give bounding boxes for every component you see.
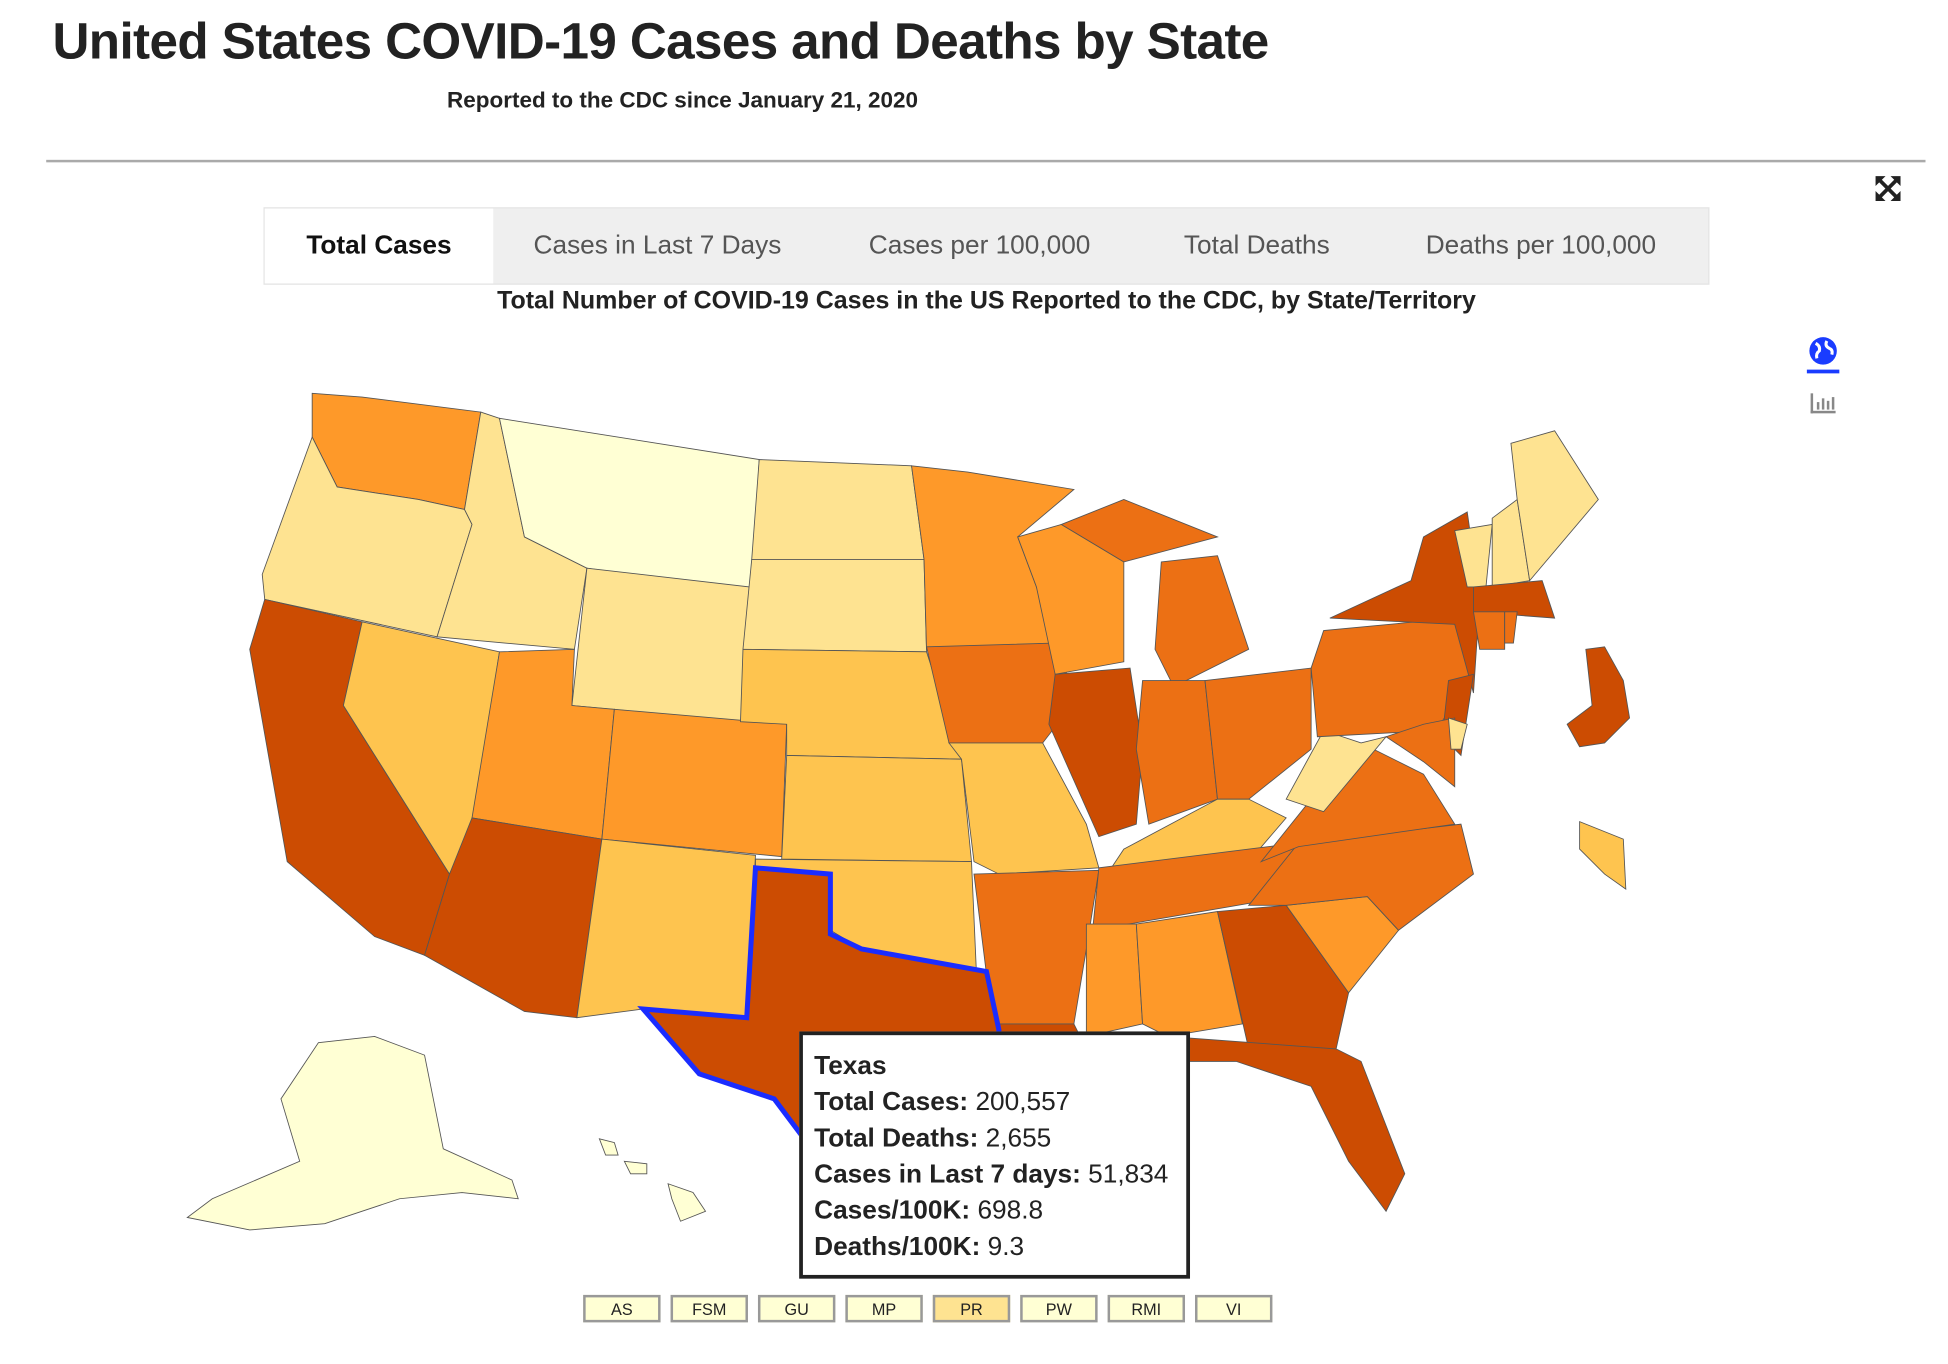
- state-ak[interactable]: [186, 1035, 519, 1231]
- state-sd[interactable]: [742, 558, 927, 653]
- state-nc[interactable]: [1247, 823, 1474, 931]
- state-ga[interactable]: [1216, 904, 1350, 1050]
- state-small-inset[interactable]: [1579, 820, 1627, 890]
- metric-tabs: Total Cases Cases in Last 7 Days Cases p…: [263, 207, 1710, 285]
- state-nm[interactable]: [576, 838, 756, 1019]
- tooltip-state-name: Texas: [814, 1051, 887, 1081]
- state-md[interactable]: [1385, 717, 1456, 788]
- chart-title: Total Number of COVID-19 Cases in the US…: [497, 287, 1476, 315]
- tooltip-label: Total Deaths:: [814, 1123, 979, 1153]
- state-tooltip: Texas Total Cases: 200,557 Total Deaths:…: [799, 1031, 1190, 1279]
- state-mo[interactable]: [948, 742, 1100, 875]
- tab-deaths-per-100k[interactable]: Deaths per 100,000: [1425, 231, 1657, 260]
- tab-cases-last-7-days[interactable]: Cases in Last 7 Days: [533, 231, 782, 260]
- state-oh[interactable]: [1204, 667, 1312, 800]
- state-ct[interactable]: [1472, 611, 1506, 650]
- tooltip-label: Total Cases:: [814, 1087, 969, 1117]
- state-ms[interactable]: [1085, 923, 1144, 1037]
- territory-button-rmi[interactable]: RMI: [1107, 1294, 1186, 1323]
- territory-button-mp[interactable]: MP: [845, 1294, 923, 1323]
- state-al[interactable]: [1135, 911, 1243, 1037]
- state-in[interactable]: [1135, 680, 1218, 825]
- state-co[interactable]: [601, 708, 788, 858]
- globe-icon[interactable]: [1806, 335, 1841, 375]
- state-dc-inset[interactable]: [1566, 646, 1631, 748]
- tooltip-value: 200,557: [975, 1087, 1071, 1117]
- tooltip-value: 2,655: [985, 1123, 1052, 1153]
- state-fl[interactable]: [1166, 1035, 1406, 1213]
- state-ri[interactable]: [1504, 611, 1518, 644]
- tooltip-value: 9.3: [987, 1232, 1025, 1262]
- page-title: United States COVID-19 Cases and Deaths …: [52, 12, 1269, 70]
- state-de[interactable]: [1448, 717, 1468, 750]
- tab-total-cases[interactable]: Total Cases: [264, 208, 494, 284]
- tooltip-label: Cases/100K:: [814, 1196, 971, 1225]
- territory-button-gu[interactable]: GU: [757, 1294, 836, 1323]
- tab-total-deaths[interactable]: Total Deaths: [1183, 231, 1330, 260]
- tooltip-row-cases-per-100k: Cases/100K: 698.8: [814, 1193, 1168, 1229]
- tooltip-label: Deaths/100K:: [814, 1232, 981, 1262]
- tooltip-row-deaths-per-100k: Deaths/100K: 9.3: [814, 1229, 1168, 1265]
- expand-icon[interactable]: [1873, 174, 1903, 204]
- state-wy[interactable]: [571, 567, 750, 723]
- territory-button-pr[interactable]: PR: [932, 1294, 1011, 1323]
- tooltip-value: 698.8: [977, 1196, 1044, 1225]
- territory-button-vi[interactable]: VI: [1195, 1294, 1273, 1323]
- page-subtitle: Reported to the CDC since January 21, 20…: [447, 87, 918, 113]
- tooltip-row-cases-7-days: Cases in Last 7 days: 51,834: [814, 1156, 1168, 1192]
- territory-button-pw[interactable]: PW: [1020, 1294, 1098, 1323]
- state-wv[interactable]: [1285, 729, 1388, 813]
- state-ma[interactable]: [1473, 580, 1556, 619]
- state-ks[interactable]: [781, 755, 972, 863]
- tab-cases-per-100k[interactable]: Cases per 100,000: [868, 231, 1091, 260]
- territory-buttons: AS FSM GU MP PR PW RMI VI: [583, 1294, 1273, 1323]
- state-il[interactable]: [1048, 667, 1144, 838]
- territory-button-fsm[interactable]: FSM: [670, 1294, 748, 1323]
- divider: [46, 159, 1926, 163]
- tooltip-value: 51,834: [1088, 1160, 1169, 1189]
- state-mi[interactable]: [1060, 499, 1250, 688]
- tooltip-row-total-cases: Total Cases: 200,557: [814, 1084, 1168, 1120]
- territory-button-as[interactable]: AS: [583, 1294, 661, 1323]
- tooltip-row-total-deaths: Total Deaths: 2,655: [814, 1120, 1168, 1156]
- state-nd[interactable]: [751, 459, 925, 560]
- tooltip-label: Cases in Last 7 days:: [814, 1160, 1081, 1189]
- bar-chart-icon[interactable]: [1808, 391, 1838, 416]
- state-me[interactable]: [1510, 430, 1599, 582]
- state-hi[interactable]: [598, 1138, 707, 1222]
